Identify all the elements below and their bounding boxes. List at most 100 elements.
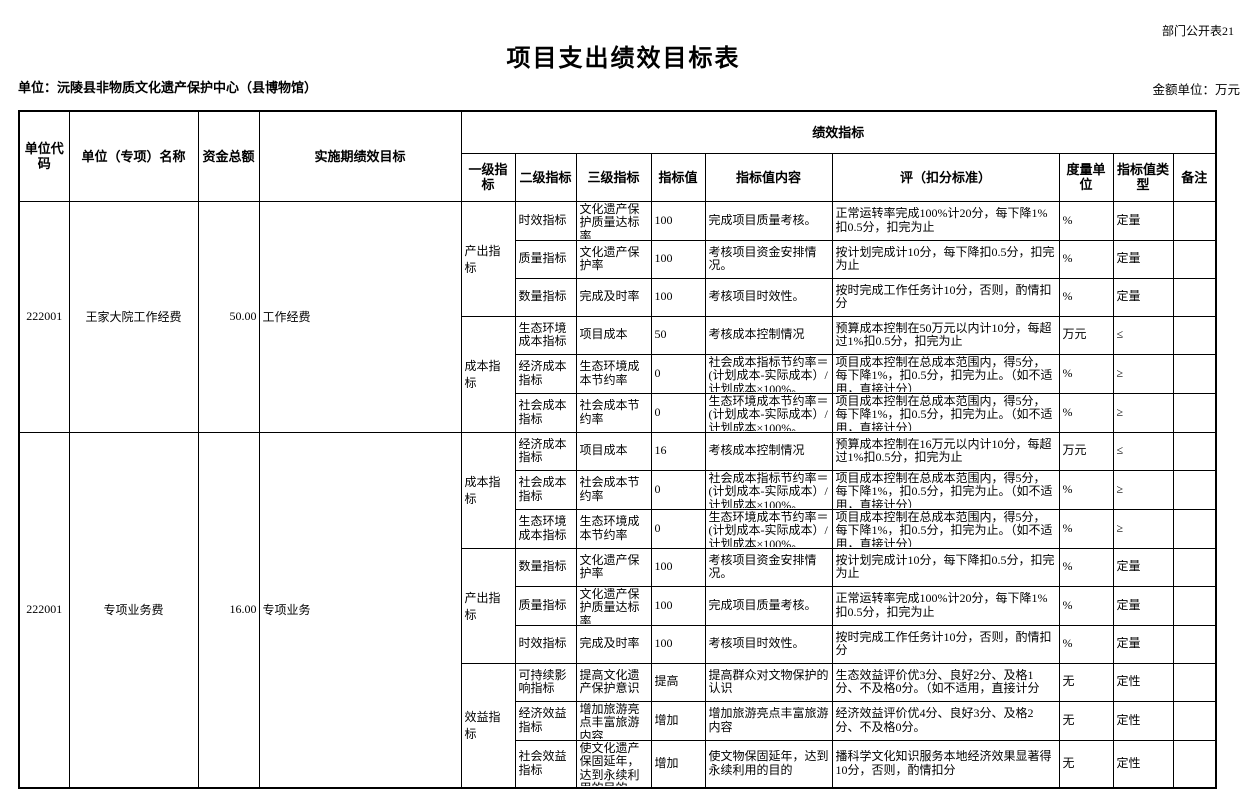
value-type-text: ≥	[1116, 366, 1124, 380]
level2-text: 可持续影响指标	[518, 668, 567, 695]
cell-level2: 生态环境成本指标	[514, 508, 577, 549]
cell-level3: 社会成本节约率	[575, 392, 652, 433]
col-header-value-content: 指标值内容	[704, 152, 833, 202]
measure-unit-text: 万元	[1062, 328, 1087, 342]
cell-level2: 社会效益指标	[514, 739, 577, 788]
cell-level3: 增加旅游亮点丰富旅游内容	[575, 700, 652, 741]
level3-text: 文化遗产保护质量达标率	[579, 587, 640, 624]
level2-text: 生态环境成本指标	[518, 321, 567, 348]
cell-level3: 使文化遗产保固延年，达到永续利用的目的	[575, 739, 652, 788]
cell-score-rule: 播科学文化知识服务本地经济效果显著得10分，否则，酌情扣分	[831, 739, 1060, 788]
cell-level3: 文化遗产保护率	[575, 239, 652, 279]
value-content-text: 考核项目资金安排情况。	[708, 553, 817, 580]
cell-level2: 质量指标	[514, 585, 577, 626]
indicator-value-text: 50	[654, 328, 667, 342]
cell-indicator-value: 提高	[650, 662, 706, 702]
score-rule-text: 预算成本控制在16万元以内计10分，每超过1%扣0.5分，扣完为止	[835, 437, 1052, 464]
value-content-text: 考核项目资金安排情况。	[708, 245, 817, 272]
level3-text: 增加旅游亮点丰富旅游内容	[579, 702, 640, 739]
indicator-value-text: 0	[654, 521, 661, 535]
cell-note	[1172, 277, 1217, 317]
cell-value-content: 考核项目资金安排情况。	[704, 547, 833, 587]
sheet-label: 部门公开表21	[1161, 24, 1234, 38]
cell-measure-unit: %	[1058, 508, 1114, 549]
value-content-text: 考核项目时效性。	[708, 290, 805, 304]
indicator-value-text: 100	[654, 290, 673, 304]
indicator-value-text: 0	[654, 405, 661, 419]
measure-unit-text: %	[1062, 560, 1073, 574]
cell-unit-code: 222001	[18, 431, 70, 788]
value-type-text: ≤	[1116, 328, 1124, 342]
score-rule-text: 播科学文化知识服务本地经济效果显著得10分，否则，酌情扣分	[835, 750, 1052, 777]
cell-measure-unit: %	[1058, 547, 1114, 587]
table-row: 质量指标 文化遗产保护率 100 考核项目资金安排情况。 按计划完成计10分，每…	[19, 239, 1217, 279]
cell-indicator-value: 100	[650, 585, 706, 626]
table-row: 222001 王家大院工作经费 50.00 工作经费 产出指标 时效指标 文化遗…	[18, 200, 1217, 433]
cell-level3: 生态环境成本节约率	[575, 508, 652, 549]
cell-score-rule: 项目成本控制在总成本范围内，得5分，每下降1%，扣0.5分，扣完为止。（如不适用…	[831, 392, 1060, 433]
level3-text: 项目成本	[579, 444, 628, 458]
indicator-value-text: 100	[654, 598, 673, 612]
table-row: 时效指标 完成及时率 100 考核项目时效性。 按时完成工作任务计10分，否则，…	[19, 624, 1217, 664]
page-title: 项目支出绩效目标表	[506, 46, 741, 72]
level3-text: 提高文化遗产保护意识	[579, 668, 640, 695]
level3-text: 项目成本	[579, 328, 628, 342]
score-rule-text: 按时完成工作任务计10分，否则，酌情扣分	[835, 283, 1052, 310]
cell-score-rule: 按计划完成计10分，每下降扣0.5分，扣完为止	[831, 547, 1060, 587]
value-content-text: 使文物保固延年，达到永续利用的目的	[708, 750, 829, 777]
cell-note	[1172, 662, 1217, 702]
value-type-text: 定量	[1116, 560, 1141, 574]
cell-measure-unit: 万元	[1058, 315, 1114, 355]
score-rule-text: 经济效益评价优4分、良好3分、及格2分、不及格0分。	[835, 707, 1034, 734]
indicator-value-text: 100	[654, 213, 673, 227]
cell-value-content: 社会成本指标节约率＝(计划成本-实际成本）/计划成本×100%。	[704, 353, 833, 394]
cell-level3: 文化遗产保护率	[575, 547, 652, 587]
cell-note	[1172, 200, 1217, 241]
value-type-text: ≤	[1116, 444, 1124, 458]
level2-text: 经济成本指标	[518, 437, 567, 464]
value-content-text: 社会成本指标节约率＝(计划成本-实际成本）/计划成本×100%。	[708, 355, 829, 392]
cell-value-type: ≥	[1112, 392, 1174, 433]
cell-measure-unit: %	[1058, 585, 1114, 626]
score-rule-text: 项目成本控制在总成本范围内，得5分，每下降1%，扣0.5分，扣完为止。（如不适用…	[835, 510, 1053, 547]
cell-measure-unit: 无	[1058, 700, 1114, 741]
value-type-text: 定性	[1116, 675, 1141, 689]
cell-period-target: 工作经费	[258, 200, 462, 433]
cell-value-type: 定性	[1112, 662, 1174, 702]
cell-level2: 可持续影响指标	[514, 662, 577, 702]
col-header-measure-unit: 度量单位	[1058, 152, 1114, 202]
cell-value-type: 定量	[1112, 239, 1174, 279]
cell-score-rule: 项目成本控制在总成本范围内，得5分，每下降1%，扣0.5分，扣完为止。（如不适用…	[831, 469, 1060, 510]
value-type-text: 定量	[1116, 290, 1141, 304]
indicator-value-text: 0	[654, 366, 661, 380]
table-row: 222001 专项业务费 16.00 专项业务 成本指标 经济成本指标 项目成本…	[18, 431, 1217, 788]
cell-score-rule: 项目成本控制在总成本范围内，得5分，每下降1%，扣0.5分，扣完为止。（如不适用…	[831, 508, 1060, 549]
cell-measure-unit: %	[1058, 277, 1114, 317]
value-type-text: 定量	[1116, 252, 1141, 266]
col-header-value: 指标值	[650, 152, 706, 202]
cell-score-rule: 项目成本控制在总成本范围内，得5分，每下降1%，扣0.5分，扣完为止。（如不适用…	[831, 353, 1060, 394]
cell-value-content: 生态环境成本节约率＝(计划成本-实际成本）/计划成本×100%。	[704, 508, 833, 549]
cell-level2: 经济效益指标	[514, 700, 577, 741]
col-header-note: 备注	[1172, 152, 1217, 202]
cell-note	[1172, 469, 1217, 510]
level3-text: 完成及时率	[579, 290, 640, 304]
value-type-text: 定性	[1116, 713, 1141, 727]
indicator-value-text: 增加	[654, 756, 679, 770]
level2-text: 经济成本指标	[518, 360, 567, 387]
cell-value-type: ≥	[1112, 469, 1174, 510]
performance-target-table: 单位代码 单位（专项）名称 资金总额 实施期绩效目标 绩效指标 一级指标 二级指…	[18, 110, 1218, 789]
value-type-text: 定量	[1116, 598, 1141, 612]
score-rule-text: 项目成本控制在总成本范围内，得5分，每下降1%，扣0.5分，扣完为止。（如不适用…	[835, 471, 1053, 508]
cell-level2: 数量指标	[514, 547, 577, 587]
value-type-text: ≥	[1116, 482, 1124, 496]
cell-measure-unit: %	[1058, 392, 1114, 433]
cell-indicator-value: 100	[650, 200, 706, 241]
cell-level3: 提高文化遗产保护意识	[575, 662, 652, 702]
cell-value-content: 考核成本控制情况	[704, 315, 833, 355]
cell-score-rule: 预算成本控制在50万元以内计10分，每超过1%扣0.5分，扣完为止	[831, 315, 1060, 355]
amount-unit-label: 金额单位：万元	[1152, 83, 1240, 97]
cell-note	[1172, 700, 1217, 741]
cell-level2: 社会成本指标	[514, 469, 577, 510]
level2-text: 社会成本指标	[518, 399, 567, 426]
